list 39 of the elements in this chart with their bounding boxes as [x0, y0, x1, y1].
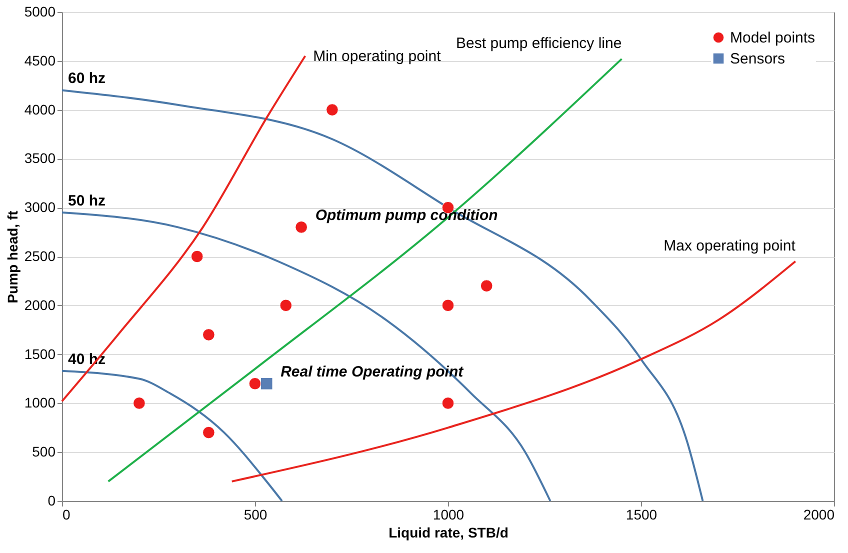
x-tick-label: 0: [62, 506, 70, 522]
x-tick-label: 2000: [803, 506, 835, 522]
point: [280, 299, 292, 312]
x-tick-label: 500: [244, 506, 268, 522]
point: [202, 328, 215, 341]
series-label: Max operating point: [664, 237, 796, 254]
y-tick-label: 1000: [24, 394, 56, 411]
y-tick-label: 4500: [24, 52, 56, 68]
x-tick-label: 1500: [626, 506, 658, 522]
point: [260, 377, 273, 390]
y-tick-label: 2000: [24, 296, 56, 313]
y-tick-label: 4000: [24, 101, 56, 118]
y-tick-label: 5000: [24, 4, 56, 20]
point: [326, 104, 338, 116]
line-series: [230, 260, 796, 482]
line-series: [61, 211, 552, 502]
point: [133, 397, 146, 410]
series-label: 60 hz: [68, 70, 106, 88]
point: [442, 397, 454, 410]
series-label: Min operating point: [313, 48, 442, 66]
y-tick-label: 1500: [24, 346, 56, 362]
point: [202, 426, 215, 439]
y-tick-label: 3500: [24, 150, 56, 166]
point: [442, 299, 454, 312]
y-tick-label: 0: [48, 492, 56, 508]
x-tick-label: 1000: [432, 506, 464, 522]
series-label: Best pump efficiency line: [456, 34, 622, 52]
y-tick-label: 500: [32, 444, 56, 460]
point: [190, 250, 204, 263]
point: [248, 377, 262, 390]
y-tick-label: 2500: [24, 248, 56, 264]
point: [295, 221, 308, 234]
series-label: 50 hz: [68, 192, 106, 210]
y-axis-title: Pump head, ft: [4, 210, 20, 304]
y-tick-label: 3000: [24, 199, 56, 216]
x-axis-title: Liquid rate, STB/d: [388, 524, 508, 540]
point: [480, 280, 493, 292]
legend-label: Sensors: [730, 50, 786, 68]
legend-label: Model points: [730, 30, 816, 46]
